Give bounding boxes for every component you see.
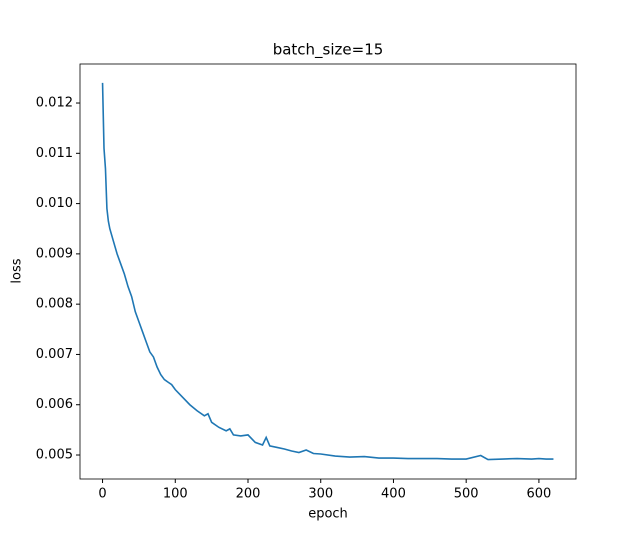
y-tick-label: 0.006	[36, 397, 73, 412]
y-tick-label: 0.008	[36, 297, 73, 312]
line	[101, 82, 554, 461]
y-tick-label: 0.005	[36, 448, 73, 463]
y-axis-label: loss	[10, 258, 25, 283]
y-tick-label: 0.007	[36, 347, 73, 362]
x-tick-label: 400	[381, 487, 406, 502]
x-tick-label: 100	[163, 487, 188, 502]
plot-frame	[79, 63, 577, 480]
y-tick-label: 0.009	[36, 246, 73, 261]
x-tick-label: 500	[454, 487, 479, 502]
y-tick-label: 0.011	[36, 146, 73, 161]
x-tick-label: 600	[526, 487, 551, 502]
x-tick-label: 200	[236, 487, 261, 502]
y-tick-label: 0.012	[36, 96, 73, 111]
x-axis-label: epoch	[308, 507, 348, 522]
x-tick-label: 0	[98, 487, 106, 502]
x-tick-label: 300	[308, 487, 333, 502]
chart-title: batch_size=15	[273, 41, 384, 60]
y-tick-label: 0.010	[36, 196, 73, 211]
